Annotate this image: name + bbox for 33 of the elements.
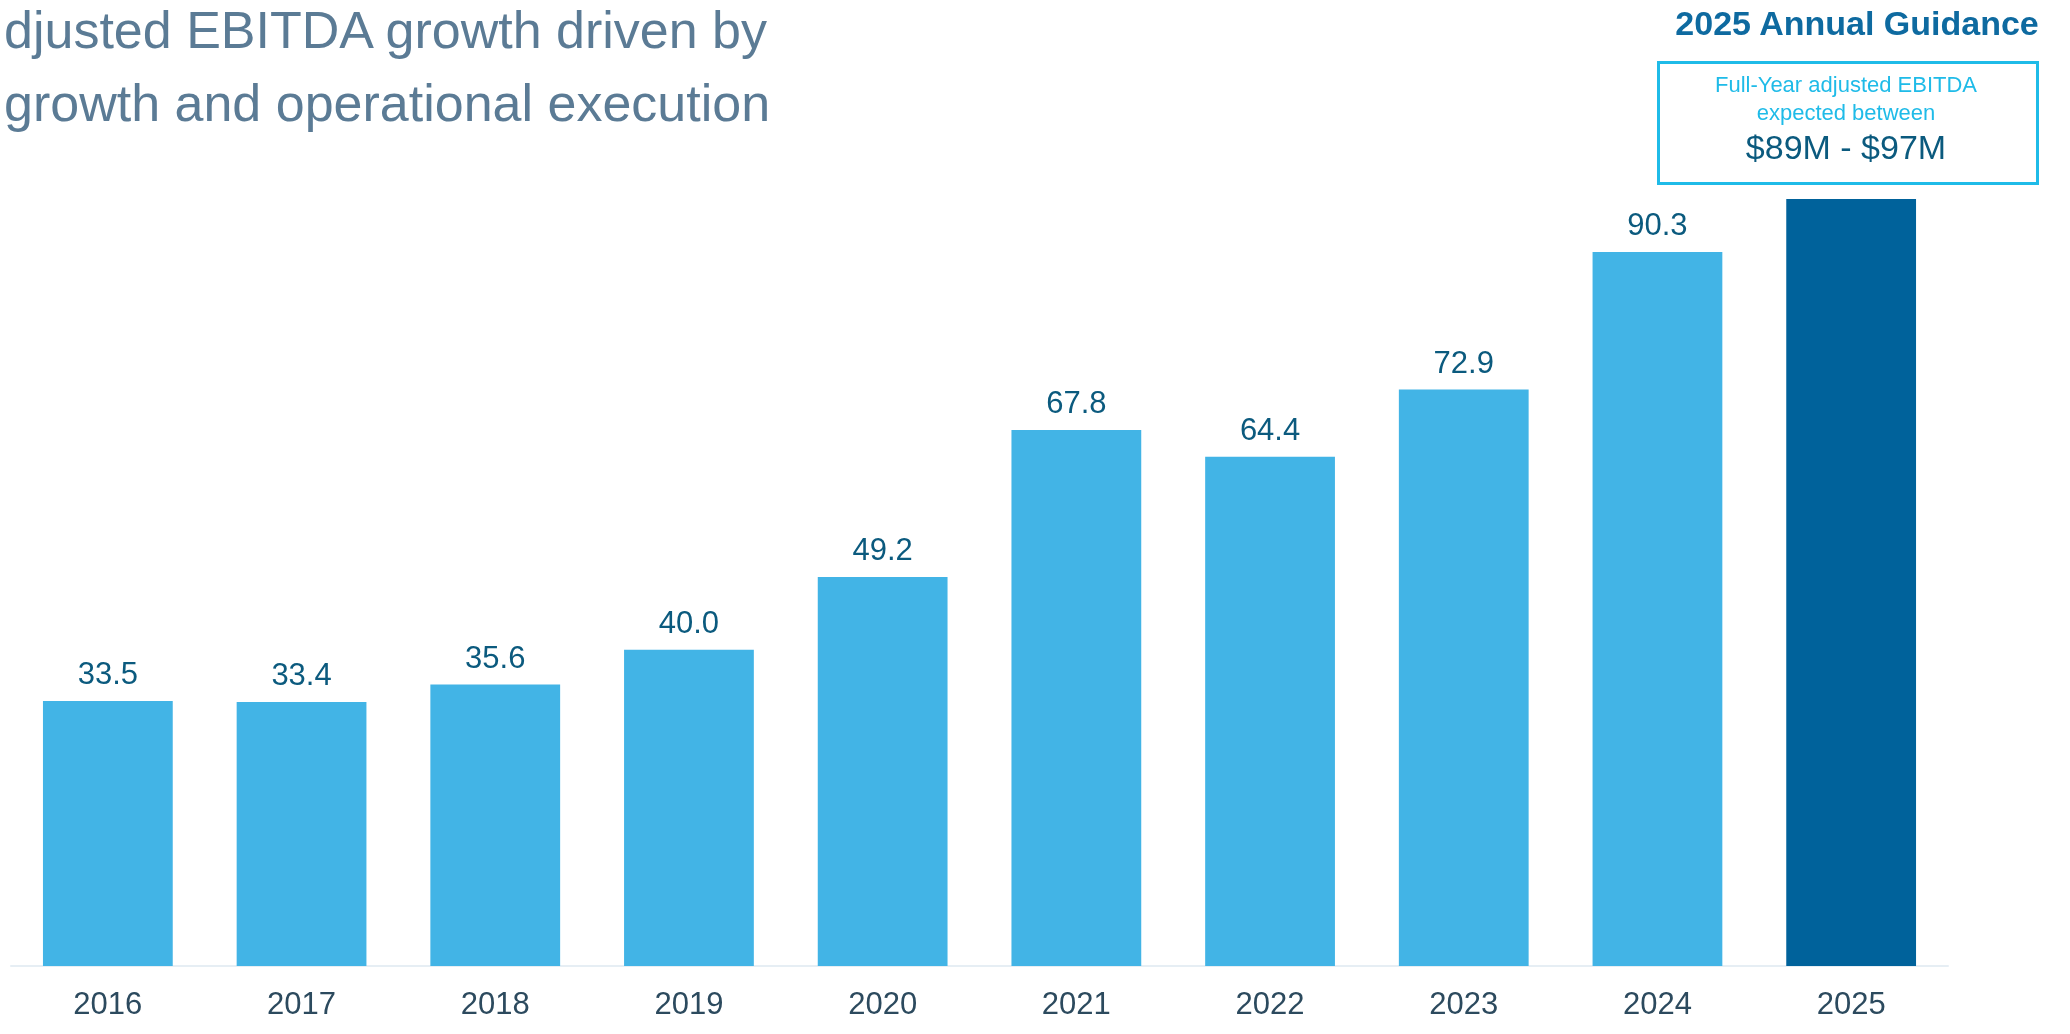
data-label: 33.5: [77, 656, 139, 692]
bar: [1786, 199, 1917, 966]
bar: [42, 701, 173, 966]
chart-title: djusted EBITDA growth driven by growth and operational execution: [4, 1, 771, 132]
text: 2025 Annual Guidance: [1675, 4, 2039, 42]
bar: [1398, 389, 1529, 966]
data-label: 40.0: [658, 604, 720, 640]
x-tick-label: 2022: [1235, 986, 1305, 1021]
x-tick-label: 2020: [848, 986, 918, 1021]
x-tick-label: 2016: [73, 986, 143, 1021]
data-label: 35.6: [465, 639, 526, 675]
text: $89M - $97M: [1745, 128, 1947, 166]
bar: [1592, 251, 1723, 966]
bar: [817, 576, 948, 966]
text: Full-Year adjusted EBITDA expected between: [1714, 71, 1978, 125]
bar: [1205, 456, 1335, 966]
bar: [624, 649, 754, 966]
bar: [430, 684, 561, 966]
x-tick-label: 2024: [1622, 986, 1692, 1021]
data-label: 72.9: [1433, 344, 1494, 380]
x-tick-label: 2023: [1429, 986, 1499, 1021]
data-label: 90.3: [1627, 206, 1688, 242]
x-tick-label: 2021: [1041, 986, 1111, 1021]
bar: [236, 701, 367, 966]
bar: [1011, 429, 1142, 966]
data-label: 49.2: [852, 531, 913, 567]
x-tick-label: 2018: [460, 986, 530, 1021]
data-label: 33.4: [271, 656, 332, 692]
data-label: 64.4: [1239, 411, 1301, 447]
x-tick-label: 2025: [1816, 986, 1886, 1021]
x-tick-label: 2019: [654, 986, 724, 1021]
data-label: 67.8: [1046, 384, 1107, 420]
x-tick-label: 2017: [267, 986, 337, 1021]
